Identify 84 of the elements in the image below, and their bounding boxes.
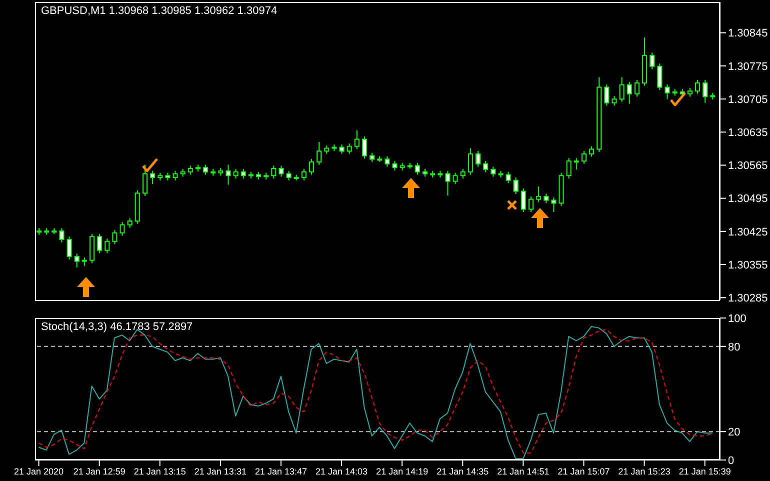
candlestick [589,146,594,158]
candlestick [142,164,148,196]
y-tick-label: 1.30425 [728,226,768,238]
candlestick [127,218,132,228]
x-tick-label: 21 Jan 14:03 [316,466,368,476]
candlestick [604,84,610,106]
candlestick [392,160,398,171]
candlestick [657,62,662,90]
candlestick [278,165,284,178]
candlestick [286,170,292,181]
candlestick [226,164,231,186]
candlestick [452,172,458,185]
x-tick-label: 21 Jan 15:07 [558,466,610,476]
candlestick [490,166,496,178]
candlestick [483,160,488,173]
x-tick-label: 21 Jan 13:15 [134,466,186,476]
candlestick [476,150,481,168]
y-tick-label: 1.30495 [728,193,768,206]
x-tick-label: 21 Jan 13:31 [194,466,246,476]
candlestick [233,168,238,179]
candlestick [566,158,572,179]
candlestick [384,156,390,168]
candlestick [346,142,352,154]
candlestick [528,196,534,213]
candlestick [626,81,632,104]
y-tick-label: 1.30565 [728,160,768,172]
candlestick [66,236,72,260]
candlestick [339,144,344,154]
candlestick [308,158,314,176]
candlestick [702,80,708,104]
y-tick-label: 1.30775 [728,60,768,73]
y-tick-label: 0 [728,454,734,467]
candlestick [612,96,617,106]
x-tick-label: 21 Jan 2020 [14,466,64,476]
candlestick [89,233,94,264]
x-tick-label: 21 Jan 14:51 [497,466,550,476]
candlestick [362,136,367,160]
y-tick-label: 20 [728,426,740,439]
candlestick [460,168,466,179]
candlestick [551,196,556,213]
candlestick [695,80,700,94]
y-tick-label: 100 [728,312,746,325]
y-tick-label: 1.30845 [728,28,768,40]
candlestick [203,164,208,176]
candlestick [513,176,518,195]
candlestick [520,188,526,213]
x-tick-label: 21 Jan 14:19 [376,466,428,476]
candlestick [240,168,246,179]
candlestick [445,170,450,196]
candlestick [172,170,178,181]
candlestick [581,150,586,164]
candlestick [150,170,156,185]
candlestick [316,142,322,166]
candlestick [544,193,549,204]
chart-title: Stoch(14,3,3) 46.1783 57.2897 [41,321,193,333]
candlestick [97,233,102,254]
candlestick [468,148,473,176]
candlestick [506,171,511,184]
candlestick [74,253,80,268]
candlestick [634,80,640,98]
y-tick-label: 1.30355 [728,259,768,272]
candlestick [664,84,670,100]
y-tick-label: 80 [728,341,740,354]
candlestick [574,158,579,170]
x-tick-label: 21 Jan 12:59 [73,466,126,476]
candlestick [271,165,276,179]
candlestick [112,229,118,245]
x-tick-label: 21 Jan 14:35 [436,466,489,476]
x-tick-label: 21 Jan 13:47 [254,466,308,476]
candlestick [301,168,306,181]
candlestick [104,238,110,254]
y-tick-label: 1.30635 [728,126,768,139]
chart-title: GBPUSD,M1 1.30968 1.30985 1.30962 1.30974 [41,5,278,17]
x-tick-label: 21 Jan 15:23 [618,466,670,476]
candlestick [59,228,64,243]
candlestick [536,186,542,203]
x-tick-label: 21 Jan 15:39 [678,466,731,476]
y-tick-label: 1.30705 [728,94,768,106]
candlestick [650,52,655,70]
candlestick [354,130,360,150]
candlestick [120,221,125,236]
candlestick [619,76,624,102]
candlestick [414,162,420,176]
y-tick-label: 1.30285 [728,292,768,305]
